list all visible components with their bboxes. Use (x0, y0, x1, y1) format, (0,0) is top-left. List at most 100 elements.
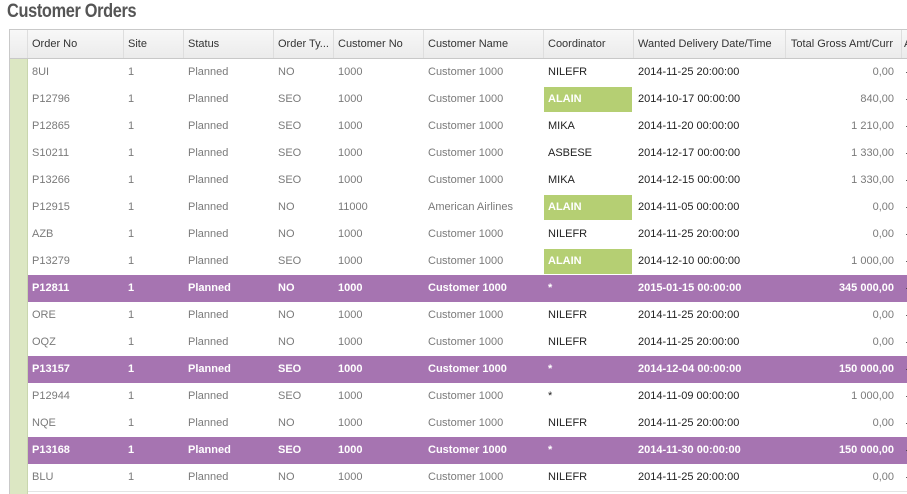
cell-site: 1 (128, 471, 135, 483)
table-row[interactable]: BLU 1 Planned NO 1000 Customer 1000 NILEFR 2014… (28, 464, 907, 492)
cell-site: 1 (128, 228, 135, 240)
cell-coordinator: * (548, 444, 553, 456)
cell-status: Planned (188, 147, 229, 159)
cell-wanted-delivery: 2014-11-09 00:00:00 (638, 390, 740, 402)
cell-customer-no: 1000 (338, 363, 363, 375)
cell-order-type: SEO (278, 120, 302, 132)
table-row[interactable]: P12865 1 Planned SEO 1000 Customer 1000 MIKA 20… (28, 113, 907, 141)
cell-status: Planned (188, 309, 229, 321)
page-title: Customer Orders (7, 1, 137, 22)
cell-status: Planned (188, 120, 229, 132)
table-row[interactable]: P12796 1 Planned SEO 1000 Customer 1000 ALAIN 2… (28, 86, 907, 114)
cell-order-type: SEO (278, 147, 302, 159)
table-row[interactable]: P12915 1 Planned NO 11000 American Airlines AL… (28, 194, 907, 222)
cell-order-no: ORE (32, 309, 56, 321)
cell-status: Planned (188, 336, 229, 348)
cell-order-type: SEO (278, 444, 302, 456)
column-header-order-type[interactable]: Order Ty... (274, 30, 334, 58)
cell-customer-no: 1000 (338, 93, 363, 105)
cell-customer-no: 11000 (338, 201, 368, 213)
cell-customer-name: Customer 1000 (428, 390, 504, 402)
grid-header: Order No Site Status Order Ty... Custome… (10, 30, 907, 59)
cell-customer-name: American Airlines (428, 201, 513, 213)
cell-customer-no: 1000 (338, 336, 363, 348)
cell-order-type: NO (278, 66, 295, 78)
cell-wanted-delivery: 2014-11-20 00:00:00 (638, 120, 740, 132)
column-header-total-gross[interactable]: Total Gross Amt/Curr (786, 30, 902, 58)
cell-total-gross: 840,00 (860, 93, 894, 105)
cell-coordinator: NILEFR (548, 309, 588, 321)
cell-coordinator: * (548, 282, 553, 294)
cell-order-type: SEO (278, 93, 302, 105)
cell-coordinator: MIKA (548, 174, 575, 186)
cell-customer-name: Customer 1000 (428, 363, 507, 375)
cell-customer-name: Customer 1000 (428, 444, 507, 456)
column-header-order-no[interactable]: Order No (28, 30, 124, 58)
row-overflow-marker: · (905, 248, 907, 275)
cell-site: 1 (128, 147, 135, 159)
cell-total-gross: 150 000,00 (838, 363, 894, 375)
cell-wanted-delivery: 2014-12-04 00:00:00 (638, 363, 742, 375)
table-row[interactable]: OQZ 1 Planned NO 1000 Customer 1000 NILEFR 2014… (28, 329, 907, 357)
cell-status: Planned (188, 201, 229, 213)
cell-customer-no: 1000 (338, 282, 363, 294)
table-row[interactable]: P13157 1 Planned SEO 1000 Customer 1000 * 2014-… (28, 356, 907, 384)
cell-coordinator: * (548, 390, 553, 402)
cell-customer-no: 1000 (338, 66, 363, 78)
cell-site: 1 (128, 336, 135, 348)
table-row[interactable]: P12944 1 Planned SEO 1000 Customer 1000 * 2014-… (28, 383, 907, 411)
cell-coordinator: ALAIN (544, 87, 632, 112)
table-row[interactable]: 8UI 1 Planned NO 1000 Customer 1000 NILEFR 2014… (28, 59, 907, 87)
cell-wanted-delivery: 2014-12-15 00:00:00 (638, 174, 741, 186)
table-row[interactable]: AZB 1 Planned NO 1000 Customer 1000 NILEFR 2014… (28, 221, 907, 249)
cell-total-gross: 345 000,00 (838, 282, 894, 294)
table-row[interactable]: P13168 1 Planned SEO 1000 Customer 1000 * 2014-… (28, 437, 907, 465)
row-overflow-marker: · (905, 302, 907, 329)
row-overflow-marker: · (905, 356, 907, 383)
column-header-wanted-delivery[interactable]: Wanted Delivery Date/Time (634, 30, 786, 58)
column-header-coordinator[interactable]: Coordinator (544, 30, 634, 58)
cell-total-gross: 1 210,00 (851, 120, 894, 132)
cell-site: 1 (128, 417, 135, 429)
cell-total-gross: 1 330,00 (851, 174, 894, 186)
cell-customer-name: Customer 1000 (428, 120, 504, 132)
cell-site: 1 (128, 363, 135, 375)
cell-coordinator: NILEFR (548, 66, 588, 78)
table-row[interactable]: NQE 1 Planned NO 1000 Customer 1000 NILEFR 2014… (28, 410, 907, 438)
cell-customer-no: 1000 (338, 390, 363, 402)
column-header-customer-no[interactable]: Customer No (334, 30, 424, 58)
cell-order-no: P13266 (32, 174, 70, 186)
column-header-extra[interactable]: A (902, 30, 907, 58)
cell-customer-name: Customer 1000 (428, 174, 504, 186)
table-row[interactable]: P12811 1 Planned NO 1000 Customer 1000 * 2015-0… (28, 275, 907, 303)
row-overflow-marker: · (905, 275, 907, 302)
row-selector-header[interactable] (10, 30, 28, 58)
cell-order-type: NO (278, 309, 295, 321)
table-row[interactable]: P13279 1 Planned SEO 1000 Customer 1000 ALAIN 2… (28, 248, 907, 276)
column-header-site[interactable]: Site (124, 30, 184, 58)
cell-customer-name: Customer 1000 (428, 282, 507, 294)
cell-coordinator: NILEFR (548, 471, 588, 483)
column-header-status[interactable]: Status (184, 30, 274, 58)
cell-wanted-delivery: 2014-12-17 00:00:00 (638, 147, 741, 159)
row-overflow-marker: · (905, 410, 907, 437)
cell-order-no: P12944 (32, 390, 70, 402)
cell-order-no: P12915 (32, 201, 70, 213)
table-row[interactable]: S10211 1 Planned SEO 1000 Customer 1000 ASBESE… (28, 140, 907, 168)
cell-order-no: AZB (32, 228, 54, 240)
cell-wanted-delivery: 2014-11-05 00:00:00 (638, 201, 740, 213)
cell-customer-name: Customer 1000 (428, 471, 504, 483)
cell-order-type: SEO (278, 363, 302, 375)
cell-wanted-delivery: 2014-11-25 20:00:00 (638, 336, 740, 348)
cell-order-no: P13157 (32, 363, 70, 375)
table-row[interactable]: P13266 1 Planned SEO 1000 Customer 1000 MIKA 20… (28, 167, 907, 195)
table-row[interactable]: ORE 1 Planned NO 1000 Customer 1000 NILEFR 2014… (28, 302, 907, 330)
cell-wanted-delivery: 2014-12-10 00:00:00 (638, 255, 741, 267)
row-overflow-marker: · (905, 464, 907, 491)
column-header-customer-name[interactable]: Customer Name (424, 30, 544, 58)
cell-total-gross: 1 000,00 (851, 255, 894, 267)
row-overflow-marker: · (905, 437, 907, 464)
cell-coordinator: NILEFR (548, 228, 588, 240)
cell-status: Planned (188, 390, 229, 402)
row-overflow-marker: · (905, 59, 907, 86)
